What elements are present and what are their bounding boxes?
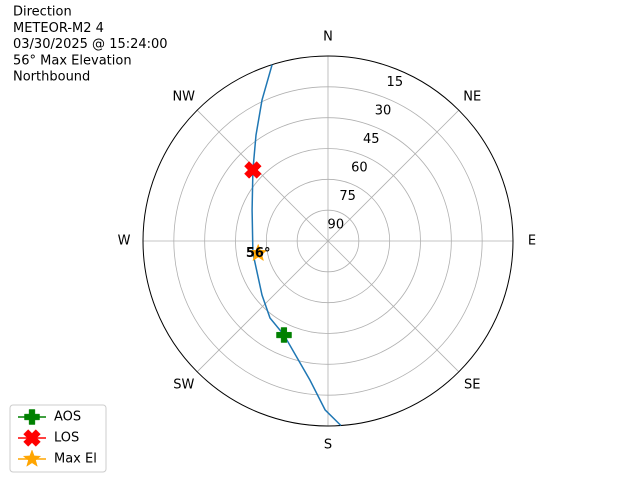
polar-frame — [142, 55, 514, 427]
grid-spoke — [196, 109, 329, 242]
grid-spoke — [327, 240, 460, 373]
pass-marker — [248, 243, 268, 262]
direction-label: S — [324, 438, 332, 453]
direction-label: NE — [463, 89, 481, 104]
legend-label: AOS — [54, 410, 81, 425]
grid-spoke — [196, 240, 329, 373]
direction-label: SE — [464, 378, 480, 393]
track-line — [251, 64, 342, 427]
r-tick-label: 30 — [375, 103, 392, 118]
pass-marker — [276, 327, 292, 343]
r-tick-label: 75 — [339, 189, 356, 204]
legend-label: LOS — [54, 431, 79, 446]
legend-marker — [22, 449, 42, 467]
title-line: Direction — [13, 5, 72, 20]
title-line: Northbound — [13, 70, 90, 85]
direction-label: SW — [173, 378, 194, 393]
legend-label: Max El — [54, 452, 97, 467]
pass-marker — [244, 161, 262, 179]
r-tick-label: 60 — [351, 160, 368, 175]
direction-label: N — [323, 30, 333, 45]
title-line: METEOR-M2 4 — [13, 21, 104, 36]
grid-spoke — [327, 109, 460, 242]
direction-label: NW — [172, 89, 195, 104]
r-tick-label: 90 — [328, 217, 345, 232]
title-line: 56° Max Elevation — [13, 53, 132, 68]
direction-label: W — [118, 234, 131, 249]
title-line: 03/30/2025 @ 15:24:00 — [13, 37, 168, 52]
direction-label: E — [528, 234, 536, 249]
r-tick-label: 15 — [387, 75, 404, 90]
annotation: 56° — [246, 246, 271, 261]
legend-marker — [24, 409, 40, 425]
legend: AOS LOS Max El — [9, 404, 107, 473]
legend-marker — [23, 429, 41, 447]
r-tick-label: 45 — [363, 132, 380, 147]
